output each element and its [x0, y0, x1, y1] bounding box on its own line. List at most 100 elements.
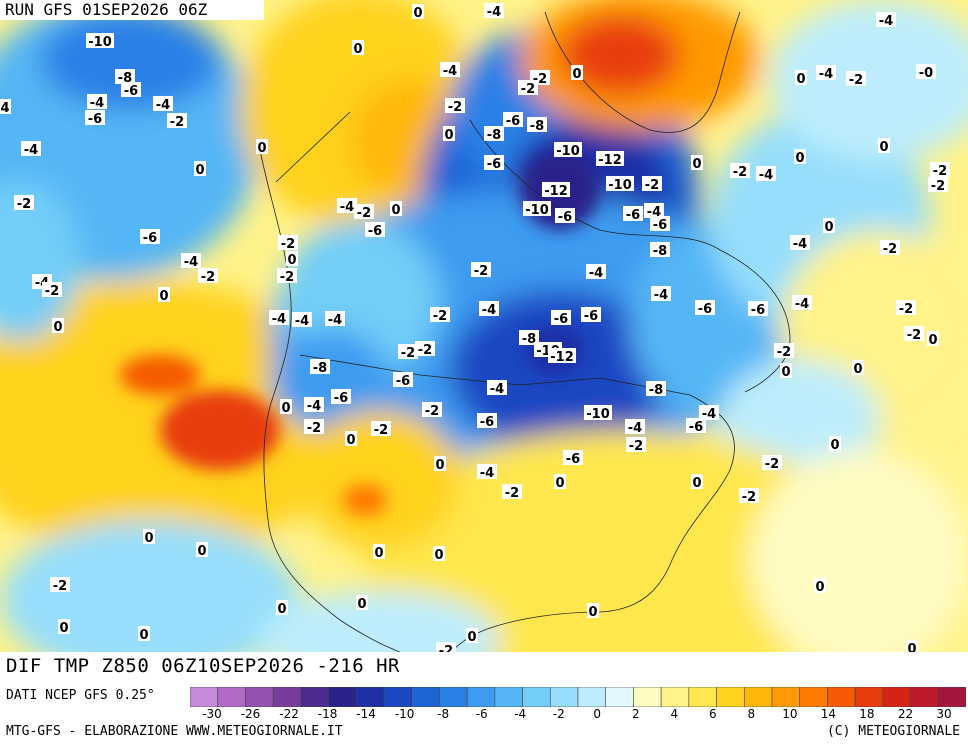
contour-label: 0 [588, 605, 597, 620]
contour-label: 0 [277, 602, 286, 617]
contour-label-bg [58, 619, 70, 634]
contour-label: -4 [879, 14, 893, 29]
legend-tick-label: -22 [279, 707, 299, 721]
legend-swatch [383, 687, 413, 707]
contour-label-bg [852, 360, 864, 375]
contour-label-bg [625, 419, 645, 434]
contour-label-bg [477, 413, 497, 428]
contour-label-bg [256, 139, 268, 154]
contour-label-bg [584, 405, 612, 420]
contour-label-bg [691, 474, 703, 489]
contour-label-bg [398, 344, 418, 359]
legend-swatch [328, 687, 357, 707]
contour-label: -8 [487, 128, 501, 143]
contour-label-bg [795, 70, 807, 85]
legend-colorbar [190, 687, 966, 707]
legend-swatch [633, 687, 662, 707]
legend-swatch [743, 687, 773, 707]
contour-label-bg [140, 229, 160, 244]
contour-label: -4 [654, 288, 668, 303]
contour-label-bg [434, 456, 446, 471]
contour-label-bg [650, 242, 670, 257]
contour-label: 0 [853, 362, 862, 377]
contour-label-bg [502, 484, 522, 499]
legend-tick-label: 0 [593, 707, 602, 721]
contour-label: -2 [45, 284, 59, 299]
contour-label: -2 [645, 178, 659, 193]
contour-label: 0 [444, 128, 453, 143]
contour-label: 0 [781, 365, 790, 380]
contour-label-bg [198, 268, 218, 283]
contour-label: -4 [295, 314, 309, 329]
contour-label: -6 [487, 157, 501, 172]
contour-label-bg [606, 176, 634, 191]
contour-label: -2 [374, 423, 388, 438]
contour-label-bg [792, 295, 812, 310]
contour-label-bg [739, 488, 759, 503]
contour-label-bg [269, 310, 289, 325]
legend-swatch [660, 687, 690, 707]
contour-label: -2 [933, 164, 947, 179]
contour-label-bg [143, 529, 155, 544]
contour-label-bg [519, 330, 539, 345]
contour-label-bg [756, 166, 776, 181]
legend-swatch [190, 687, 219, 707]
contour-label: 4 [0, 101, 9, 116]
contour-label-bg [115, 69, 135, 84]
contour-label: -10 [556, 144, 580, 159]
legend-tick-label: -26 [240, 707, 261, 721]
contour-label-bg [373, 544, 385, 559]
contour-label: 0 [287, 253, 296, 268]
contour-label-bg [906, 640, 918, 655]
contour-label-bg [153, 96, 173, 111]
contour-label-bg [433, 546, 445, 561]
contour-label: 0 [572, 67, 581, 82]
contour-label-bg [548, 348, 576, 363]
credit-right: (C) METEOGIORNALE [826, 724, 960, 739]
legend-swatch [799, 687, 828, 707]
contour-label-bg [85, 110, 105, 125]
contour-label: -10 [88, 35, 112, 50]
contour-label: -2 [907, 328, 921, 343]
contour-label-bg [814, 578, 826, 593]
contour-label: -2 [425, 404, 439, 419]
contour-label: -2 [357, 206, 371, 221]
contour-label-bg [158, 287, 170, 302]
credit-left: MTG-GFS - ELABORAZIONE WWW.METEOGIORNALE… [6, 724, 343, 739]
contour-label: -2 [201, 270, 215, 285]
legend-tick-label: -4 [514, 707, 527, 721]
contour-label: -4 [589, 266, 603, 281]
legend-tick-label: 18 [859, 707, 875, 721]
east-coast-line [444, 394, 735, 661]
contour-label-bg [430, 307, 450, 322]
contour-label-bg [930, 162, 950, 177]
contour-label: 0 [928, 333, 937, 348]
contour-label: -2 [777, 345, 791, 360]
contour-label-bg [477, 464, 497, 479]
contour-label-bg [555, 208, 575, 223]
contour-label: -4 [795, 297, 809, 312]
contour-label-bg [586, 264, 606, 279]
contour-label: 0 [824, 220, 833, 235]
contour-label: 0 [197, 544, 206, 559]
contour-label: -2 [17, 197, 31, 212]
legend-swatch [937, 687, 966, 707]
contour-label: 0 [692, 476, 701, 491]
legend-swatch [688, 687, 717, 707]
legend-swatch [466, 687, 496, 707]
contour-label-bg [422, 402, 442, 417]
contour-label-bg [878, 138, 890, 153]
contour-label: -12 [550, 350, 574, 365]
contour-label-bg [484, 155, 504, 170]
contour-label: -2 [170, 115, 184, 130]
contour-label-bg [823, 218, 835, 233]
contour-label-bg [596, 151, 624, 166]
contour-label-bg [774, 343, 794, 358]
contour-label: -12 [598, 153, 622, 168]
contour-label-bg [563, 450, 583, 465]
contour-label-bg [523, 201, 551, 216]
contour-label: -4 [90, 96, 104, 111]
contour-label-bg [50, 577, 70, 592]
contour-label-bg [87, 94, 107, 109]
contour-label: -4 [272, 312, 286, 327]
